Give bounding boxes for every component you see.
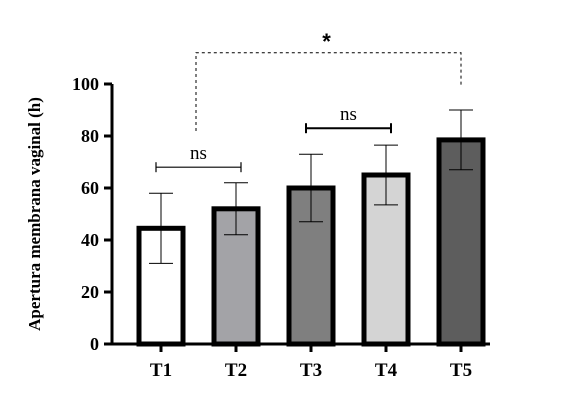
significance-annotations: ns ns * <box>155 29 462 173</box>
x-tick-label: T5 <box>450 360 472 381</box>
y-tick-label: 20 <box>81 282 99 302</box>
y-tick-label: 80 <box>81 126 99 146</box>
y-tick-label: 100 <box>72 74 99 94</box>
significance-label: ns <box>340 104 357 125</box>
significance-label: ns <box>190 143 207 164</box>
bar-t5 <box>436 137 486 347</box>
y-tick-label: 60 <box>81 178 99 198</box>
x-tick-label: T3 <box>300 360 322 381</box>
axes: 0 20 40 60 80 100 T1 T2 T3 T4 T5 <box>72 74 490 381</box>
x-tick-label: T4 <box>375 360 398 381</box>
y-axis-label: Apertura membrana vaginal (h) <box>25 97 44 331</box>
y-tick-label: 40 <box>81 230 99 250</box>
y-tick-label: 0 <box>90 334 99 354</box>
bar-t1 <box>136 225 186 347</box>
error-bars <box>149 109 473 264</box>
x-tick-label: T2 <box>225 360 247 381</box>
x-tick-label: T1 <box>150 360 172 381</box>
significance-bracket-dashed <box>195 52 462 131</box>
significance-label: * <box>322 29 331 54</box>
